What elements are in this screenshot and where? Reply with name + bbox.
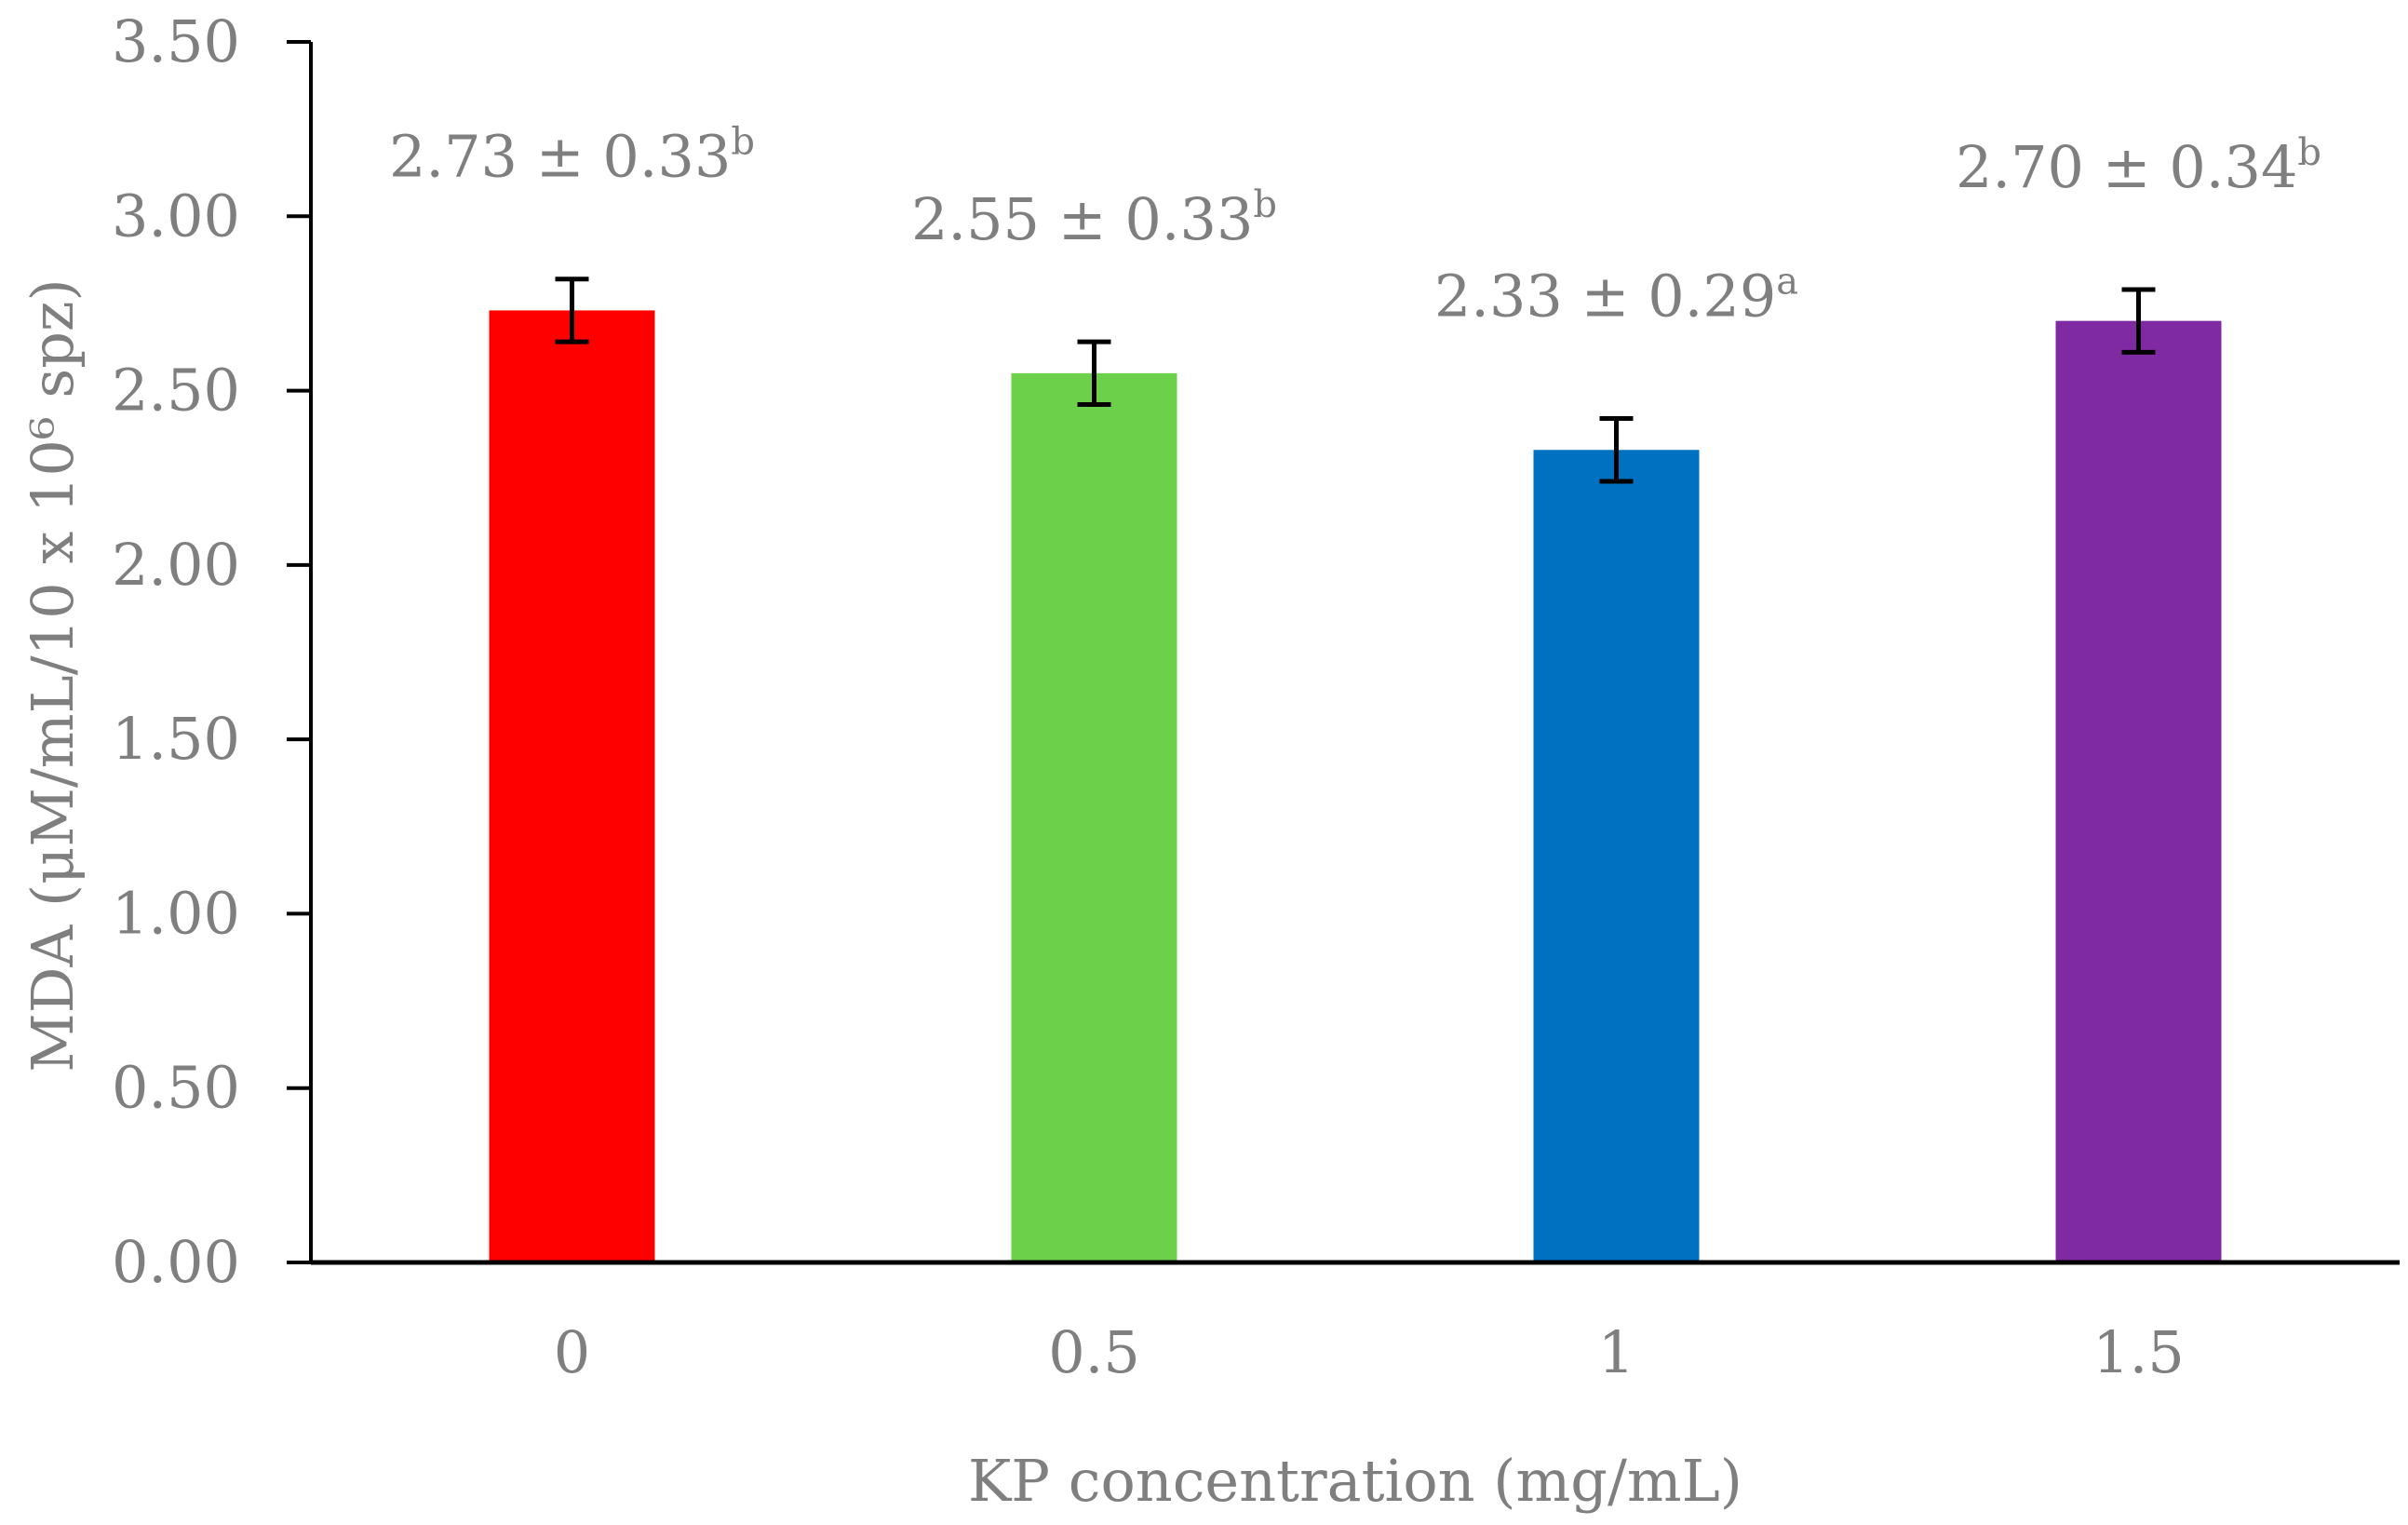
- data-label-1: 2.33 ± 0.29a: [1434, 261, 1798, 331]
- x-tick-label: 0: [554, 1318, 590, 1386]
- y-tick-label: 2.50: [112, 357, 240, 425]
- y-tick-label: 0.50: [112, 1054, 240, 1122]
- y-tick-label: 3.50: [112, 7, 240, 75]
- y-tick-label: 2.00: [112, 531, 240, 599]
- data-label-significance: a: [1776, 261, 1798, 304]
- data-label-value: 2.73 ± 0.33: [389, 123, 731, 191]
- data-label-significance: b: [1253, 183, 1277, 226]
- y-tick-label: 1.00: [112, 879, 240, 947]
- bar-0: [489, 310, 655, 1262]
- x-axis-tick-labels: 0 0.5 1 1.5: [554, 1318, 2185, 1386]
- error-bar-1-5: [2121, 287, 2156, 355]
- y-axis-ticks: [287, 40, 311, 1264]
- x-tick-label: 1.5: [2092, 1318, 2185, 1386]
- bar-1-5: [2055, 320, 2222, 1263]
- data-label-significance: b: [2297, 131, 2321, 174]
- data-label-value: 2.55 ± 0.33: [911, 185, 1253, 253]
- error-bar-0-5: [1077, 339, 1111, 408]
- x-axis-title: KP concentration (mg/mL): [968, 1447, 1742, 1515]
- data-label-0-5: 2.55 ± 0.33b: [911, 183, 1277, 253]
- y-tick-label: 3.00: [112, 182, 240, 250]
- y-axis-tick-labels: 0.00 0.50 1.00 1.50 2.00 2.50 3.00 3.50: [112, 7, 240, 1296]
- x-tick-label: 1: [1598, 1318, 1634, 1386]
- error-bars: [555, 277, 2156, 484]
- bars: [489, 310, 2222, 1263]
- data-label-value: 2.33 ± 0.29: [1434, 263, 1776, 331]
- error-bar-0: [555, 277, 589, 344]
- bar-0-5: [1011, 372, 1177, 1262]
- y-tick-label: 1.50: [112, 705, 240, 773]
- bar-1: [1533, 450, 1700, 1263]
- x-tick-label: 0.5: [1048, 1318, 1140, 1386]
- y-tick-label: 0.00: [112, 1228, 240, 1296]
- data-label-value: 2.70 ± 0.34: [1956, 133, 2297, 201]
- error-bar-1: [1599, 416, 1634, 484]
- data-label-significance: b: [731, 121, 755, 164]
- data-label-0: 2.73 ± 0.33b: [389, 121, 755, 191]
- data-label-1-5: 2.70 ± 0.34b: [1956, 131, 2321, 201]
- y-axis-title: MDA (μM/mL/10 x 10⁶ spz): [19, 278, 87, 1072]
